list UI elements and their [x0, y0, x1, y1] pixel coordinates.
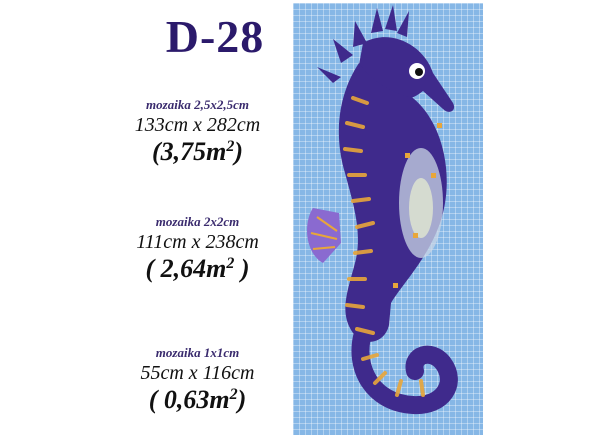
- panel-area: (3,75m2): [151, 137, 244, 166]
- panel-dimensions: 55cm x 116cm: [140, 362, 255, 384]
- product-code: D-28: [165, 11, 265, 62]
- mosaic-dots: [393, 123, 442, 288]
- seahorse-body: [338, 63, 447, 342]
- size-option-3: mozaika 1x1cm 55cm x 116cm ( 0,63m2): [105, 345, 290, 415]
- panel-dimensions: 111cm x 238cm: [136, 231, 259, 253]
- panel-area: ( 0,63m2): [148, 385, 247, 414]
- mane-spikes: [317, 5, 409, 83]
- panel-area: ( 2,64m2 ): [145, 254, 250, 283]
- seahorse-tail: [351, 324, 458, 415]
- mosaic-tile-size: mozaika 2x2cm: [155, 214, 240, 229]
- size-option-1: mozaika 2,5x2,5cm 133cm x 282cm (3,75m2): [105, 97, 290, 167]
- mosaic-tile-size: mozaika 1x1cm: [155, 345, 240, 360]
- panel-dimensions: 133cm x 282cm: [134, 114, 261, 136]
- seahorse-mosaic-image: [293, 3, 483, 435]
- mosaic-tile-size: mozaika 2,5x2,5cm: [146, 97, 249, 112]
- dorsal-fin: [307, 208, 341, 263]
- seahorse-illustration: [307, 5, 458, 415]
- size-option-2: mozaika 2x2cm 111cm x 238cm ( 2,64m2 ): [105, 214, 290, 284]
- body-stripes: [343, 96, 425, 397]
